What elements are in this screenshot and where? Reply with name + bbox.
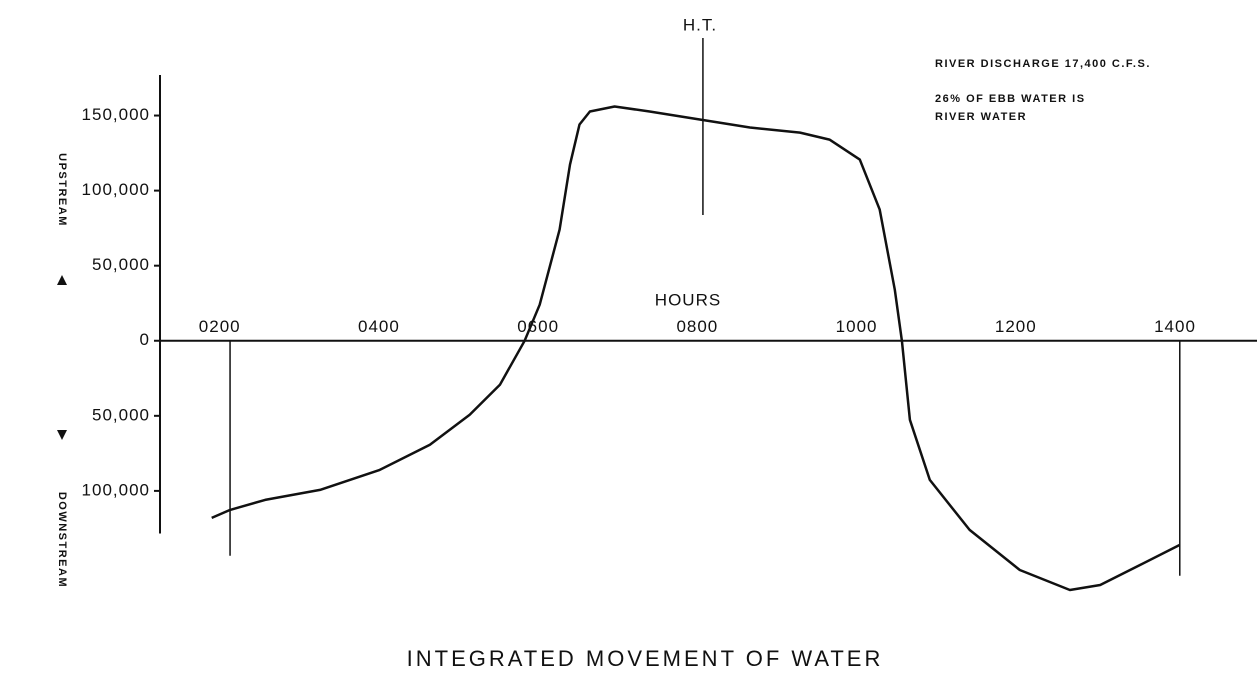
y-tick-label: 50,000: [92, 405, 150, 424]
x-tick-label: 1400: [1154, 317, 1196, 336]
ebb-note: 26% OF EBB WATER IS: [935, 93, 1086, 105]
arrow-up: [57, 275, 67, 285]
x-tick-label: 1000: [836, 317, 878, 336]
chart-title: INTEGRATED MOVEMENT OF WATER: [407, 646, 884, 671]
ebb-note: RIVER WATER: [935, 111, 1027, 123]
arrow-down: [57, 430, 67, 440]
y-tick-label: 100,000: [82, 480, 150, 499]
x-tick-label: 0600: [517, 317, 559, 336]
x-tick-label: 0200: [199, 317, 241, 336]
x-axis-label: HOURS: [655, 290, 721, 309]
y-tick-label: 0: [140, 330, 150, 349]
x-tick-label: 0800: [676, 317, 718, 336]
x-tick-label: 1200: [995, 317, 1037, 336]
y-tick-label: 50,000: [92, 255, 150, 274]
series-line: [211, 105, 1181, 592]
y-axis-label-down: DOWNSTREAM: [56, 492, 68, 588]
y-axis-label-up: UPSTREAM: [56, 153, 68, 227]
discharge-note: RIVER DISCHARGE 17,400 C.F.S.: [935, 58, 1151, 70]
high-tide-label: H.T.: [683, 15, 717, 34]
y-tick-label: 100,000: [82, 180, 150, 199]
y-tick-label: 150,000: [82, 105, 150, 124]
x-tick-label: 0400: [358, 317, 400, 336]
